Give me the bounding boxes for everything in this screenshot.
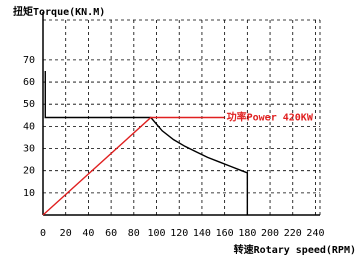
x-tick-label: 220 xyxy=(284,228,302,239)
y-axis-label: 扭矩Torque(KN.M) xyxy=(13,5,105,18)
x-tick-label: 200 xyxy=(261,228,279,239)
x-tick-label: 0 xyxy=(40,228,46,239)
y-tick-label: 30 xyxy=(23,144,35,155)
x-tick-label: 100 xyxy=(147,228,165,239)
series-line xyxy=(44,70,249,215)
x-tick-label: 140 xyxy=(193,228,211,239)
y-tick-label: 40 xyxy=(23,121,35,132)
y-tick-label: 50 xyxy=(23,99,35,110)
x-tick-label: 120 xyxy=(170,228,188,239)
x-tick-label: 20 xyxy=(60,228,72,239)
y-tick-label: 20 xyxy=(23,166,35,177)
x-tick-label: 80 xyxy=(128,228,140,239)
y-tick-label: 70 xyxy=(23,55,35,66)
x-tick-label: 160 xyxy=(216,228,234,239)
x-tick-label: 180 xyxy=(238,228,256,239)
x-tick-label: 60 xyxy=(105,228,117,239)
series-line xyxy=(42,116,225,216)
y-tick-label: 60 xyxy=(23,77,35,88)
x-axis-label: 转速Rotary speed(RPM) xyxy=(234,243,356,256)
annotation: 功率Power 420KW xyxy=(227,111,314,124)
x-tick-label: 240 xyxy=(306,228,324,239)
x-tick-label: 40 xyxy=(82,228,94,239)
y-tick-label: 10 xyxy=(23,188,35,199)
